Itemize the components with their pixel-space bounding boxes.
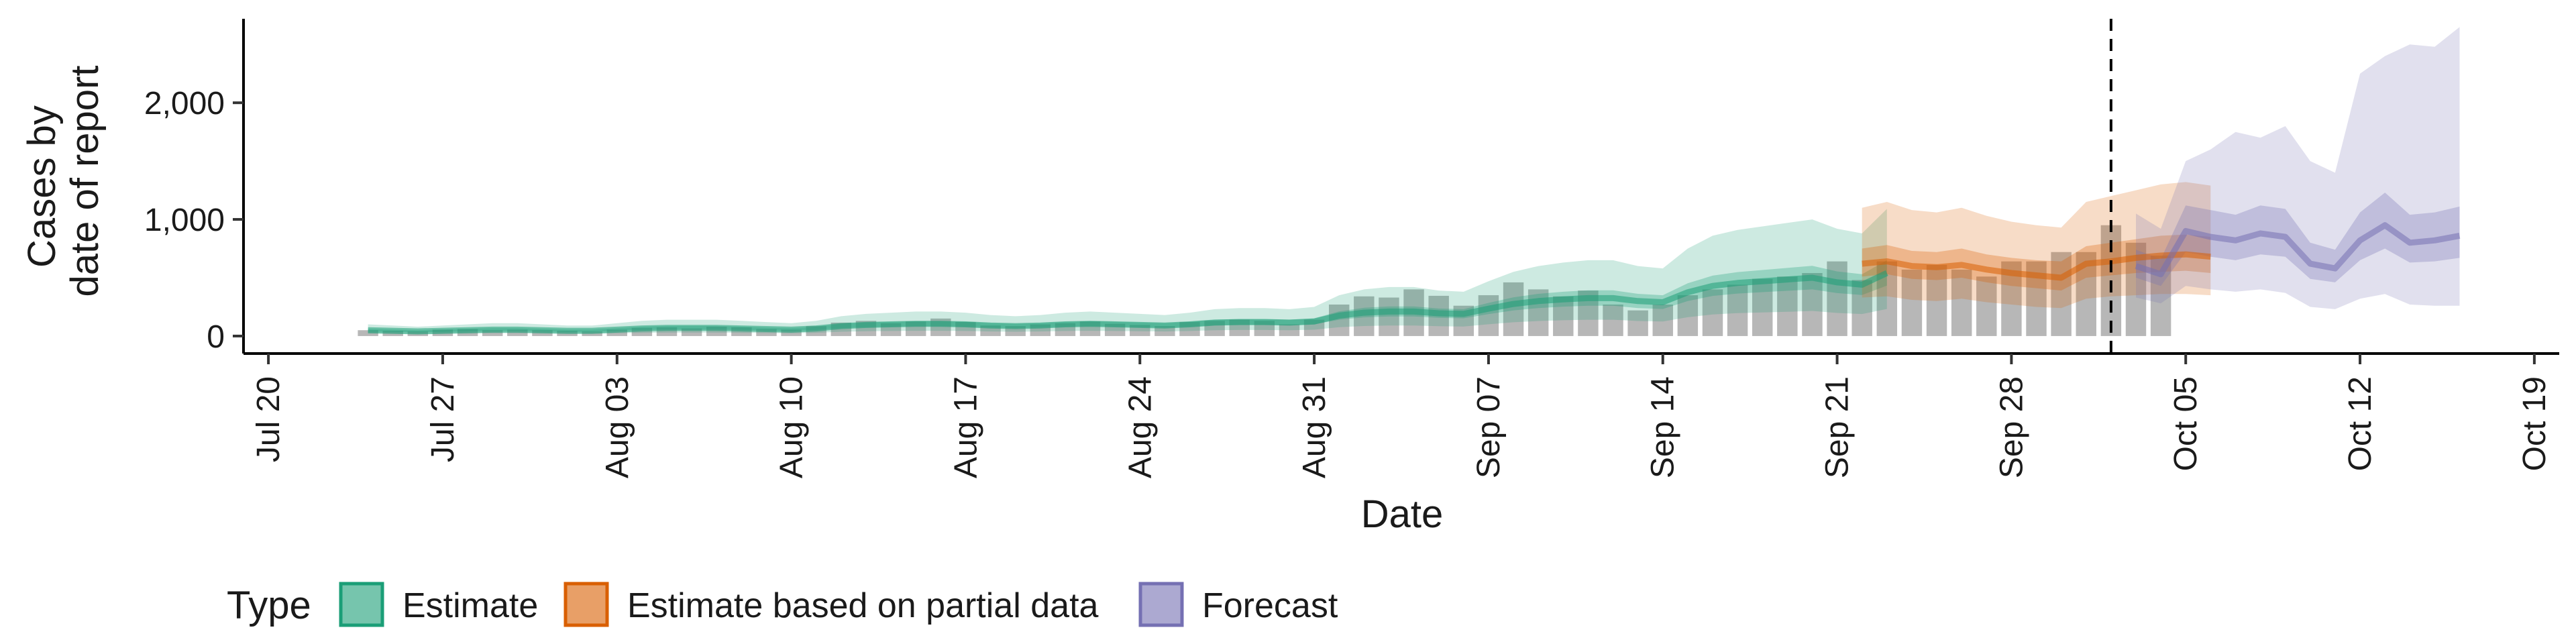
reported-cases-bar [1478, 295, 1499, 336]
y-axis-ticks: 0 1,000 2,000 [144, 86, 244, 355]
x-tick-label: Oct 19 [2517, 376, 2553, 471]
median-lines [368, 222, 2461, 335]
reported-cases-bar [681, 328, 702, 336]
y-axis-title-line-1: Cases by [20, 105, 64, 268]
reported-cases-bar [482, 330, 503, 336]
plot-area: Jul 20 Jul 27 Aug 03 Aug 10 Aug 17 Aug 24 Aug … [144, 19, 2559, 478]
y-tick-label: 2,000 [144, 86, 225, 121]
x-tick-label: Sep 14 [1646, 376, 1681, 478]
reported-cases-bar [1727, 284, 1748, 336]
reported-cases-bar [1802, 273, 1823, 336]
x-axis-ticks: Jul 20 Jul 27 Aug 03 Aug 10 Aug 17 Aug 24 Aug … [251, 354, 2553, 478]
legend-key [564, 582, 609, 627]
reported-cases-bar [781, 329, 802, 336]
y-tick-label: 1,000 [144, 203, 225, 238]
reported-cases-bar [1527, 289, 1549, 336]
reported-cases-bar [507, 329, 528, 336]
reported-cases-bar [1976, 276, 1997, 336]
reported-cases-bar [1627, 310, 1648, 336]
reported-cases-bar [756, 329, 777, 336]
estimate-outer-ribbon [368, 209, 1887, 334]
ribbons [368, 27, 2460, 334]
reported-cases-bar [1155, 326, 1175, 336]
reported-cases-bar [1926, 264, 1947, 336]
legend-item: Forecast [1138, 582, 1338, 627]
reported-cases-bar [1279, 324, 1300, 336]
legend-item: Estimate based on partial data [564, 582, 1099, 627]
x-tick-label: Oct 12 [2343, 376, 2378, 471]
reported-cases-bar [1752, 278, 1773, 336]
legend-label: Forecast [1202, 586, 1338, 625]
estimate-median-line [368, 270, 1888, 335]
reported-cases-bar [1603, 304, 1623, 336]
x-tick-label: Sep 28 [1994, 376, 2029, 478]
legend-key [339, 582, 384, 627]
x-tick-label: Jul 20 [251, 376, 286, 462]
x-tick-label: Aug 03 [600, 376, 635, 478]
reported-cases-bar [1553, 296, 1574, 336]
reported-cases-bar [2051, 252, 2072, 336]
partial-estimate-median-line [1862, 251, 2211, 281]
legend-title: Type [227, 584, 311, 627]
x-tick-label: Aug 31 [1297, 376, 1332, 478]
y-axis-title-line-2: date of report [63, 66, 107, 297]
reported-cases-bar [1851, 280, 1872, 336]
x-tick-label: Sep 07 [1471, 376, 1507, 478]
partial-estimate-outer-ribbon [1862, 182, 2211, 309]
legend-item: Estimate [339, 582, 538, 627]
reported-cases-bar [1827, 261, 1847, 336]
legend-label: Estimate [402, 586, 538, 625]
y-tick-label: 0 [207, 319, 225, 355]
legend-key [1138, 582, 1184, 627]
x-tick-label: Oct 05 [2168, 376, 2204, 471]
x-axis-title: Date [1361, 492, 1444, 536]
reported-cases-bar [1901, 269, 1923, 336]
x-tick-label: Aug 10 [774, 376, 810, 478]
x-tick-label: Sep 21 [1820, 376, 1856, 478]
forecast-median-line [2135, 222, 2461, 278]
x-tick-label: Aug 24 [1122, 376, 1158, 478]
legend: Type Estimate Estimate based on partial d… [227, 582, 1338, 627]
forecast-inner-ribbon [2136, 193, 2460, 286]
y-axis-title: Cases by date of report [20, 66, 107, 297]
reported-cases-bar [1652, 304, 1673, 336]
reported-cases-bar [606, 329, 627, 336]
reported-cases-bar [1379, 297, 1399, 336]
reported-cases-bar [1951, 269, 1972, 336]
x-tick-label: Aug 17 [948, 376, 983, 478]
reported-cases-bar [1677, 295, 1699, 336]
reported-cases-bar [1503, 282, 1524, 336]
x-tick-label: Jul 27 [425, 376, 461, 462]
legend-label: Estimate based on partial data [627, 586, 1099, 625]
reported-cases-bar [1702, 289, 1723, 336]
reported-cases-bar [1777, 276, 1798, 336]
legend-items: Estimate Estimate based on partial data Fo… [339, 582, 1338, 627]
partial-estimate-inner-ribbon [1862, 234, 2211, 291]
